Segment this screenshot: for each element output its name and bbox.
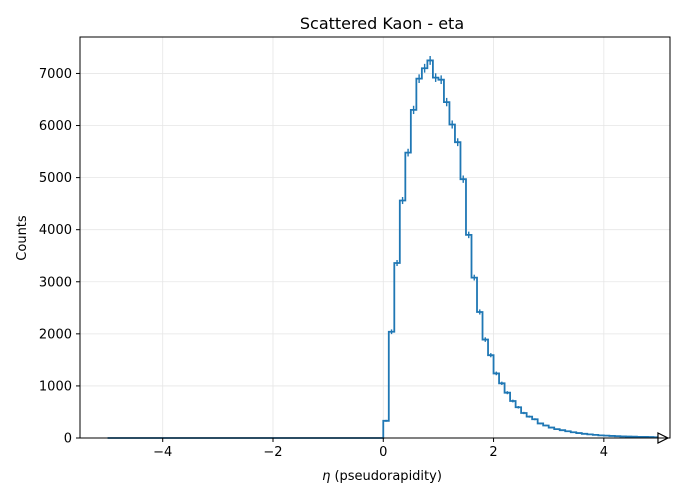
y-axis: 0 1000 2000 3000 4000 5000 6000 7000: [39, 67, 80, 447]
histogram-bin: [554, 429, 560, 438]
histogram-bin: [521, 413, 527, 438]
histogram-bin: [576, 433, 582, 438]
x-tick-label: 4: [600, 445, 608, 460]
histogram-bin: [433, 78, 439, 438]
y-tick-label: 3000: [39, 275, 72, 290]
grid-lines: [80, 37, 670, 439]
histogram-bin: [510, 401, 516, 438]
histogram-bin: [411, 110, 417, 438]
histogram-bin: [400, 201, 406, 438]
error-bars: [385, 56, 657, 438]
histogram-bin: [455, 142, 461, 438]
x-tick-label: 2: [489, 445, 497, 460]
histogram-bin: [389, 332, 395, 438]
x-axis-label-text: (pseudorapidity): [330, 469, 442, 484]
y-tick-label: 4000: [39, 223, 72, 238]
histogram-bin: [565, 431, 571, 438]
histogram-bin: [416, 79, 422, 438]
histogram-bin: [483, 340, 489, 438]
histogram-bin: [538, 423, 544, 438]
histogram-bin: [477, 312, 483, 438]
y-tick-label: 7000: [39, 67, 72, 82]
x-tick-label: −4: [153, 445, 172, 460]
histogram-bin: [488, 355, 494, 438]
histogram-bin: [527, 417, 533, 438]
histogram-bin: [582, 434, 588, 438]
x-axis-label-symbol: η: [322, 469, 330, 484]
chart-title: Scattered Kaon - eta: [300, 14, 464, 33]
histogram-bins: [383, 60, 659, 438]
x-tick-label: 0: [379, 445, 387, 460]
histogram-bin: [543, 426, 549, 438]
y-tick-label: 0: [64, 432, 72, 447]
histogram-bin: [460, 179, 466, 438]
x-axis-label: η (pseudorapidity): [322, 469, 442, 484]
plot-frame: [79, 36, 671, 439]
histogram-bin: [449, 124, 455, 438]
histogram-bin: [494, 373, 500, 438]
histogram-bin: [383, 421, 389, 438]
y-tick-label: 5000: [39, 171, 72, 186]
histogram-bin: [560, 430, 566, 438]
histogram-bin: [444, 102, 450, 438]
histogram-bin: [571, 432, 577, 438]
histogram-bin: [516, 407, 522, 438]
x-axis: −4 −2 0 2 4: [153, 438, 608, 460]
histogram-bin: [394, 263, 400, 438]
histogram-bin: [427, 60, 433, 438]
histogram-bin: [499, 383, 505, 438]
y-tick-label: 6000: [39, 119, 72, 134]
y-tick-label: 2000: [39, 327, 72, 342]
histogram-bin: [505, 393, 511, 438]
histogram-bin: [532, 419, 538, 438]
histogram-bin: [466, 235, 472, 438]
histogram-bin: [471, 278, 477, 438]
histogram-bin: [438, 80, 444, 438]
histogram-bin: [587, 434, 593, 438]
y-tick-label: 1000: [39, 379, 72, 394]
x-tick-label: −2: [263, 445, 282, 460]
histogram-bin: [405, 153, 411, 438]
histogram-bin: [422, 68, 428, 438]
y-axis-label: Counts: [15, 215, 30, 261]
histogram-bin: [549, 428, 555, 438]
